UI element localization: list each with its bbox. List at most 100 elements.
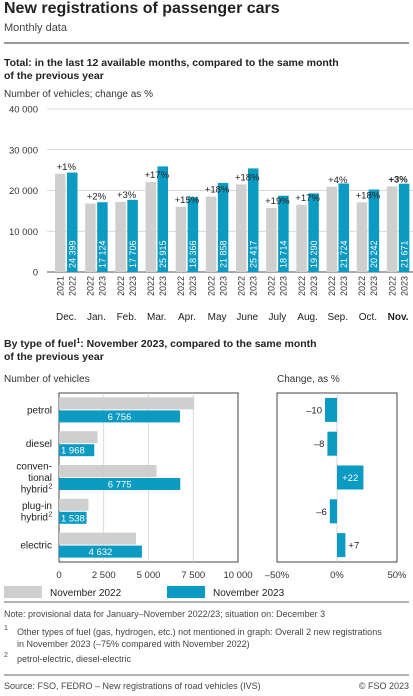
legend-swatch-nov-2023	[167, 586, 205, 598]
chart1-change-label: +3%	[388, 174, 408, 185]
chart1-category-label: Mar.	[147, 312, 166, 323]
legend-label-nov-2022: November 2022	[50, 588, 122, 599]
chart2-value-label: 1 968	[61, 446, 85, 457]
chart2-bar-nov-2022	[59, 397, 195, 410]
chart1-change-label: +4%	[328, 175, 348, 186]
chart1-bar-current-year	[97, 202, 108, 272]
chart1-change-label: +3%	[117, 190, 137, 201]
chart1-year-label: 2021	[56, 276, 66, 296]
chart1-y-tick-label: 30 000	[9, 145, 38, 156]
chart1-value-label: 17 124	[98, 240, 108, 268]
chart1-value-label: 21 724	[339, 240, 349, 268]
chart1-bar-previous-year	[386, 186, 398, 272]
chart3-change-label: –6	[316, 507, 327, 518]
footnote-1-line-1: Other types of fuel (gas, hydrogen, etc.…	[17, 627, 382, 637]
chart2-x-tick-label: 7 500	[181, 570, 205, 581]
chart1-year-label: 2022	[387, 276, 397, 296]
chart1-y-tick-label: 40 000	[9, 105, 38, 116]
chart3-change-label: +22	[342, 473, 358, 484]
chart3-change-label: –10	[306, 405, 322, 416]
chart1-year-label: 2023	[128, 276, 138, 296]
chart2-bar-nov-2023	[59, 410, 180, 423]
chart1-category-label: July	[269, 312, 287, 323]
chart1-value-label: 19 290	[309, 240, 319, 268]
chart2-value-label: 6 775	[108, 480, 132, 491]
chart1-change-label: +17%	[295, 193, 320, 204]
source-text: Source: FSO, FEDRO – New registrations o…	[4, 681, 261, 691]
chart2-title-line-1: By type of fuel1: November 2023, compare…	[4, 338, 317, 350]
chart1-bar-current-year	[127, 199, 138, 272]
chart1-title-line-1: Total: in the last 12 available months, …	[4, 57, 339, 69]
chart2-bar-nov-2023	[59, 545, 142, 558]
chart1-year-label: 2023	[309, 276, 319, 296]
chart1-change-label: +1%	[57, 162, 77, 173]
chart2-category-label: conven-	[16, 462, 52, 473]
chart3-change-label: +7	[348, 541, 359, 552]
chart1-bar-current-year	[308, 193, 319, 272]
chart1-category-label: May	[208, 312, 227, 323]
footnote-1-line-2: in November 2023 (–75% compared with Nov…	[17, 639, 250, 649]
chart2-category-label: hybrid	[21, 485, 48, 496]
chart1-bar-current-year	[338, 183, 349, 272]
chart2-x-tick-label: 0	[56, 570, 61, 581]
note-text: Note: provisional data for January–Novem…	[4, 609, 326, 619]
footnote-1-mark: 1	[4, 625, 8, 632]
chart1-category-label: Sep.	[327, 312, 348, 323]
chart2-category-label: plug-in	[22, 501, 52, 512]
chart2-x-tick-label: 2 500	[92, 570, 116, 581]
chart3-change-bar	[337, 465, 364, 490]
chart1-year-label: 2023	[339, 276, 349, 296]
chart2-category-footnote-mark: 2	[49, 512, 53, 519]
chart1-bar-previous-year	[326, 186, 337, 272]
chart1-category-label: June	[236, 312, 258, 323]
chart1-change-label: +18%	[356, 190, 381, 201]
chart1-year-label: 2022	[327, 276, 337, 296]
chart1-change-label: +19%	[265, 196, 290, 207]
chart1-year-label: 2023	[249, 276, 259, 296]
chart1-bar-current-year	[67, 172, 78, 272]
chart2-value-label: 1 538	[61, 513, 85, 524]
chart1-bar-previous-year	[115, 201, 126, 272]
chart1-bar-current-year	[248, 168, 259, 272]
chart2-category-label: hybrid	[21, 513, 48, 524]
chart3-x-tick-label: 50%	[387, 570, 407, 581]
chart2-bar-nov-2023	[59, 444, 95, 457]
chart1-year-label: 2022	[267, 276, 277, 296]
chart1-value-label: 21 671	[399, 240, 409, 268]
chart2-bar-nov-2023	[59, 511, 87, 524]
chart1-y-tick-label: 20 000	[9, 186, 38, 197]
chart1-value-label: 25 915	[158, 240, 168, 268]
chart1-change-label: +15%	[175, 195, 200, 206]
chart1-bar-previous-year	[55, 173, 66, 272]
chart1-bar-current-year	[187, 197, 199, 272]
chart2-category-label: electric	[20, 541, 52, 552]
chart2-bar-nov-2023	[59, 478, 181, 490]
chart1-category-label: Apr.	[178, 312, 196, 323]
chart1-year-label: 2022	[176, 276, 186, 296]
chart1-category-label: Oct.	[359, 312, 377, 323]
chart1-bar-current-year	[398, 183, 410, 272]
chart1-year-label: 2023	[279, 276, 289, 296]
chart2-x-tick-label: 10 000	[223, 570, 252, 581]
chart3-change-bar	[337, 533, 346, 558]
chart1-change-label: +18%	[235, 172, 260, 183]
chart2-category-label: tional	[28, 473, 52, 484]
chart1-year-label: 2023	[218, 276, 228, 296]
chart3-change-bar	[325, 397, 337, 422]
chart2-title-line-2: of the previous year	[4, 351, 104, 363]
copyright-text: © FSO 2023	[358, 681, 409, 691]
chart1-bar-previous-year	[356, 202, 368, 272]
chart3-x-tick-label: –50%	[265, 570, 290, 581]
chart1-value-label: 21 858	[218, 240, 228, 268]
chart1-y-tick-label: 0	[33, 268, 38, 279]
chart1-bar-previous-year	[266, 208, 277, 272]
chart2-category-footnote-mark: 2	[49, 484, 53, 491]
chart1-value-label: 18 366	[188, 240, 198, 268]
page-subtitle: Monthly data	[4, 22, 67, 34]
chart1-year-label: 2023	[188, 276, 198, 296]
chart1-bar-previous-year	[175, 206, 187, 272]
chart1-bar-previous-year	[236, 184, 247, 272]
chart1-category-label: Nov.	[388, 312, 409, 323]
chart3-title: Change, as %	[277, 374, 340, 385]
chart1-bar-previous-year	[145, 181, 156, 272]
